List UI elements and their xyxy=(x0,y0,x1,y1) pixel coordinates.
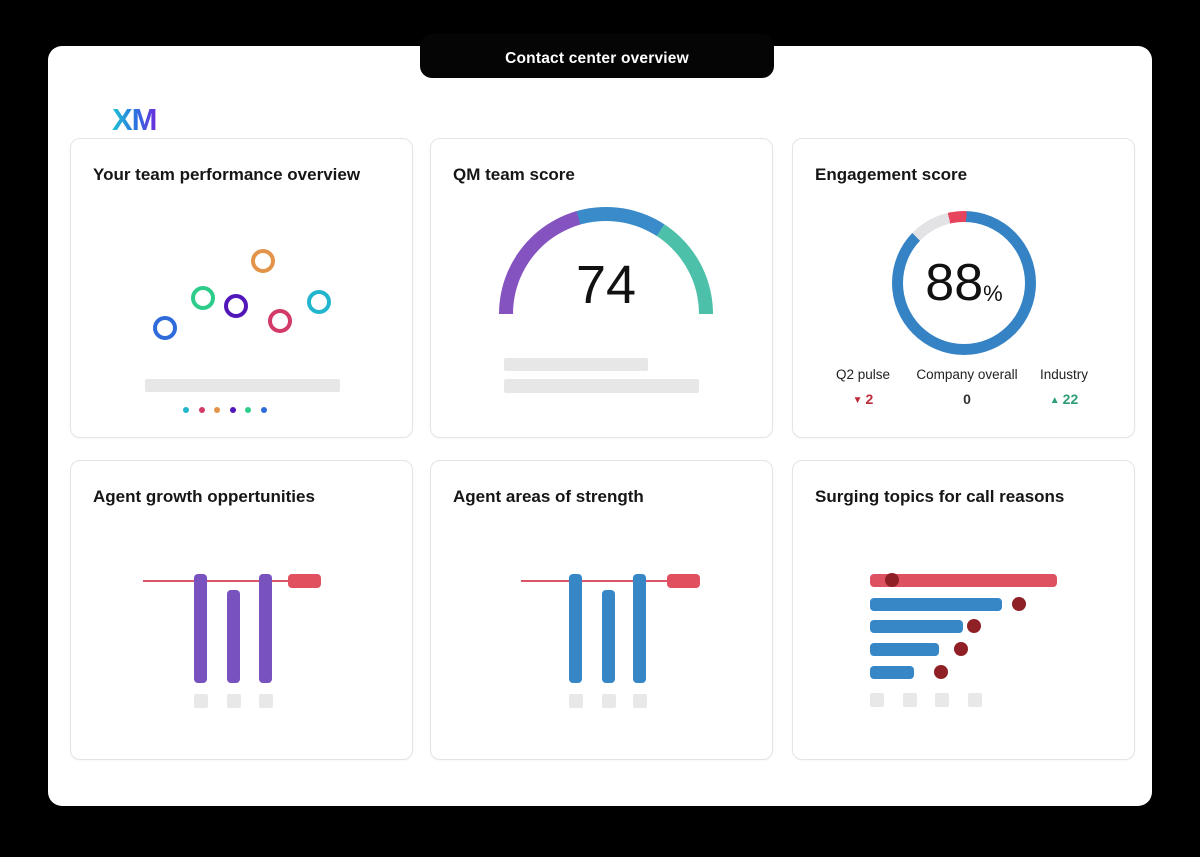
horizontal-bar xyxy=(870,574,1057,587)
target-badge xyxy=(667,574,700,588)
card-title-engagement-score: Engagement score xyxy=(815,165,968,184)
horizontal-bar xyxy=(870,666,914,679)
agent-growth-bar-chart xyxy=(71,461,412,759)
gauge: 74 xyxy=(499,207,713,314)
scatter-ring xyxy=(251,249,275,273)
label-placeholder xyxy=(903,693,917,707)
card-title-agent-strength: Agent areas of strength xyxy=(453,487,644,506)
surging-topics-bar-chart xyxy=(793,461,1134,759)
scatter-ring xyxy=(307,290,331,314)
agent-strength-bar-chart xyxy=(431,461,772,759)
label-placeholder xyxy=(569,694,583,708)
stat-value: 0 xyxy=(907,391,1027,407)
legend-dot xyxy=(229,407,236,413)
donut-hole xyxy=(903,222,1025,344)
label-placeholder xyxy=(602,694,616,708)
card-title-agent-growth: Agent growth oppertunities xyxy=(93,487,315,506)
card-team-performance[interactable]: Your team performance overview xyxy=(70,138,413,438)
stat-industry: Industry ▲ 22 xyxy=(1014,367,1114,407)
stat-label: Industry xyxy=(1039,367,1089,382)
surge-dot xyxy=(934,665,948,679)
team-performance-chart xyxy=(71,139,412,437)
target-line xyxy=(143,580,321,582)
label-placeholder xyxy=(259,694,273,708)
text-placeholder xyxy=(504,358,648,371)
stat-company-overall: Company overall 0 xyxy=(907,367,1027,407)
label-placeholder xyxy=(935,693,949,707)
label-placeholder xyxy=(870,693,884,707)
surge-dot xyxy=(954,642,968,656)
vertical-bar xyxy=(602,590,615,683)
vertical-bar xyxy=(259,574,272,683)
card-agent-strength[interactable]: Agent areas of strength xyxy=(430,460,773,760)
label-placeholder xyxy=(227,694,241,708)
engagement-donut-chart: 88% xyxy=(793,139,1134,437)
card-surging-topics[interactable]: Surging topics for call reasons xyxy=(792,460,1135,760)
vertical-bar xyxy=(633,574,646,683)
scatter-ring xyxy=(191,286,215,310)
dashboard-panel: XM Your team performance overview QM tea… xyxy=(48,46,1152,806)
tab-contact-center-overview[interactable]: Contact center overview xyxy=(420,34,774,78)
card-agent-growth[interactable]: Agent growth oppertunities xyxy=(70,460,413,760)
gauge-value: 74 xyxy=(575,255,637,314)
label-placeholder xyxy=(194,694,208,708)
stat-label: Company overall xyxy=(916,367,1018,382)
horizontal-bar xyxy=(870,620,963,633)
donut-value-wrap: 88% xyxy=(892,211,1036,355)
stat-q2-pulse: Q2 pulse ▼ 2 xyxy=(813,367,913,407)
tab-label: Contact center overview xyxy=(505,49,689,67)
card-title-team-performance: Your team performance overview xyxy=(93,165,361,184)
scatter-ring xyxy=(268,309,292,333)
card-engagement-score[interactable]: Engagement score 88% Q2 pulse ▼ 2 Company… xyxy=(792,138,1135,438)
scatter-ring xyxy=(153,316,177,340)
stat-label: Q2 pulse xyxy=(835,367,891,382)
stat-value: ▼ 2 xyxy=(813,391,913,407)
stat-number: 2 xyxy=(865,391,874,407)
label-placeholder xyxy=(633,694,647,708)
legend-dot xyxy=(183,407,189,413)
vertical-bar xyxy=(194,574,207,683)
stat-number: 0 xyxy=(963,391,971,407)
surge-dot xyxy=(967,619,981,633)
donut-value: 88 xyxy=(925,254,984,312)
card-title-surging-topics: Surging topics for call reasons xyxy=(815,487,1065,506)
surge-dot xyxy=(885,573,899,587)
horizontal-bar xyxy=(870,598,1002,611)
vertical-bar xyxy=(227,590,240,683)
donut-unit: % xyxy=(983,281,1003,306)
legend-dot xyxy=(260,407,267,413)
axis-placeholder xyxy=(145,379,340,392)
card-qm-team-score[interactable]: QM team score 74 xyxy=(430,138,773,438)
surge-dot xyxy=(1012,597,1026,611)
stat-number: 22 xyxy=(1062,391,1079,407)
up-triangle-icon: ▲ xyxy=(1049,395,1060,406)
xm-logo: XM xyxy=(112,102,157,137)
target-line xyxy=(521,580,699,582)
card-title-qm-team-score: QM team score xyxy=(453,165,575,184)
horizontal-bar xyxy=(870,643,939,656)
text-placeholder xyxy=(504,379,699,393)
engagement-stats: Q2 pulse ▼ 2 Company overall 0 Industry ▲… xyxy=(793,139,1134,437)
down-triangle-icon: ▼ xyxy=(852,395,863,406)
label-placeholder xyxy=(968,693,982,707)
legend-dot xyxy=(245,407,251,413)
scatter-ring xyxy=(224,294,248,318)
legend-dot xyxy=(214,407,220,413)
target-badge xyxy=(288,574,321,588)
qm-score-gauge-chart: 74 xyxy=(431,139,772,437)
stat-value: ▲ 22 xyxy=(1014,391,1114,407)
donut: 88% xyxy=(892,211,1036,355)
legend-dot xyxy=(198,407,205,413)
vertical-bar xyxy=(569,574,582,683)
